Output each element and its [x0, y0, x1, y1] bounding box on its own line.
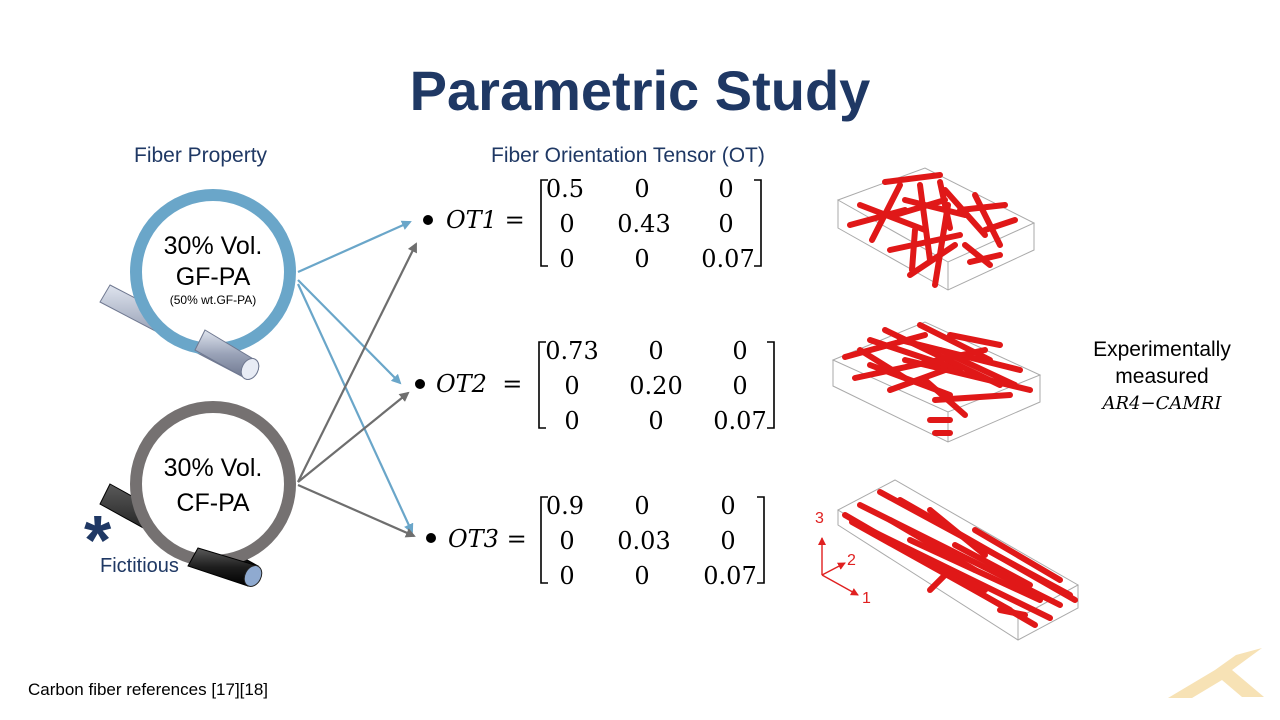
- experimental-note: Experimentally measured AR4−CAMRI: [1062, 336, 1262, 417]
- matrix-cell: 0: [718, 210, 734, 238]
- cf-pa-label: 30% Vol. CF-PA: [145, 454, 281, 518]
- gf-weight-note: (50% wt.GF-PA): [169, 293, 257, 307]
- matrix-cell: 0: [732, 372, 748, 400]
- orientation-tensor-header: Fiber Orientation Tensor (OT): [491, 144, 765, 167]
- axis-label-3: 3: [815, 510, 824, 527]
- ot3-equation-lhs: OT3 =: [448, 525, 527, 553]
- matrix-cell: 0: [564, 372, 580, 400]
- fiber-property-header: Fiber Property: [134, 144, 268, 167]
- matrix-cell: 0: [564, 407, 580, 435]
- bullet-ot3: [426, 533, 436, 543]
- matrix-cell: 0: [720, 527, 736, 555]
- matrix-cell: 0: [559, 562, 575, 590]
- bullet-ot1: [423, 215, 433, 225]
- ot2-label: OT2: [436, 370, 487, 398]
- axis-label-2: 2: [847, 552, 856, 569]
- ot1-equation-lhs: OT1 =: [446, 206, 525, 234]
- references-footnote: Carbon fiber references [17][18]: [28, 680, 269, 699]
- matrix-brackets: [538, 179, 775, 584]
- matrix-cell: 0: [559, 245, 575, 273]
- experimental-line1: Experimentally: [1093, 338, 1231, 361]
- matrix-cell: 0: [634, 492, 650, 520]
- ot1-label: OT1: [446, 206, 497, 234]
- matrix-cell: 0.07: [701, 245, 755, 273]
- matrix-cell: 0.07: [703, 562, 757, 590]
- cf-volume: 30% Vol.: [163, 454, 263, 482]
- matrix-cell: 0: [648, 407, 664, 435]
- bullet-ot2: [415, 379, 425, 389]
- matrix-cell: 0.43: [617, 210, 671, 238]
- ot1-fiber-box: [836, 167, 1036, 291]
- matrix-cell: 0.73: [545, 337, 599, 365]
- matrix-cell: 0.20: [629, 372, 683, 400]
- matrix-cell: 0: [648, 337, 664, 365]
- cf-material: CF-PA: [176, 489, 250, 517]
- axis-label-1: 1: [862, 590, 871, 607]
- matrix-cell: 0: [559, 527, 575, 555]
- gf-arrows: [297, 220, 414, 534]
- fictitious-label: Fictitious: [100, 555, 179, 577]
- matrix-cell: 0: [634, 562, 650, 590]
- ot3-label: OT3: [448, 525, 499, 553]
- matrix-cell: 0.07: [713, 407, 767, 435]
- cf-arrows: [297, 242, 417, 538]
- matrix-cell: 0: [634, 175, 650, 203]
- matrix-cell: 0: [720, 492, 736, 520]
- experimental-line2: measured: [1115, 365, 1209, 388]
- ot2-equation-lhs: OT2 =: [436, 370, 523, 398]
- logo-icon: [1168, 648, 1264, 698]
- matrix-cell: 0.5: [545, 175, 585, 203]
- matrix-cell: 0: [718, 175, 734, 203]
- matrix-cell: 0: [634, 245, 650, 273]
- coordinate-axes: [818, 537, 859, 596]
- gf-material: GF-PA: [175, 263, 251, 291]
- page-title: Parametric Study: [409, 59, 871, 122]
- matrix-cell: 0: [559, 210, 575, 238]
- ot3-fiber-box: [836, 479, 1080, 641]
- ot2-fiber-box: [831, 321, 1042, 443]
- matrix-cell: 0.03: [617, 527, 671, 555]
- matrix-cell: 0: [732, 337, 748, 365]
- gf-volume: 30% Vol.: [163, 232, 263, 260]
- matrix-cell: 0.9: [545, 492, 585, 520]
- fictitious-asterisk-icon: *: [84, 501, 112, 579]
- gf-pa-label: 30% Vol. GF-PA (50% wt.GF-PA): [145, 232, 281, 307]
- experimental-model: AR4−CAMRI: [1102, 393, 1222, 414]
